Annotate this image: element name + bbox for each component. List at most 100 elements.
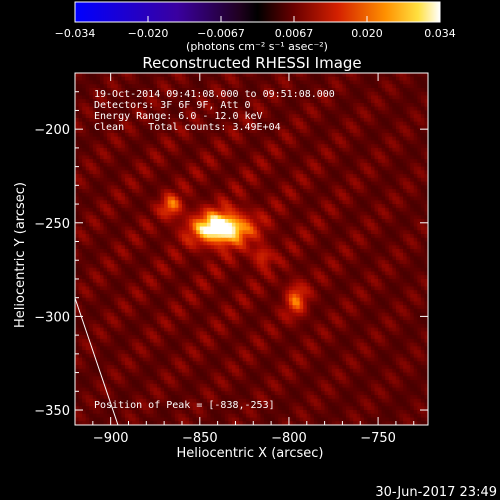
heatmap-cell bbox=[328, 125, 333, 130]
heatmap-cell bbox=[335, 256, 340, 261]
heatmap-cell bbox=[331, 155, 336, 160]
heatmap-cell bbox=[310, 136, 315, 141]
heatmap-cell bbox=[328, 136, 333, 141]
heatmap-cell bbox=[381, 117, 386, 123]
heatmap-cell bbox=[135, 125, 140, 130]
heatmap-cell bbox=[214, 144, 219, 149]
heatmap-cell bbox=[335, 95, 340, 100]
heatmap-cell bbox=[153, 84, 158, 89]
heatmap-cell bbox=[349, 155, 354, 160]
heatmap-cell bbox=[292, 189, 297, 194]
heatmap-cell bbox=[181, 219, 187, 224]
heatmap-cell bbox=[420, 241, 426, 246]
heatmap-cell bbox=[370, 114, 376, 119]
heatmap-cell bbox=[274, 174, 279, 179]
heatmap-cell bbox=[189, 132, 194, 138]
heatmap-cell bbox=[395, 174, 401, 179]
heatmap-cell bbox=[160, 222, 165, 228]
heatmap-cell bbox=[363, 234, 368, 239]
heatmap-cell bbox=[224, 132, 229, 138]
heatmap-cell bbox=[303, 84, 308, 89]
heatmap-cell bbox=[92, 192, 97, 198]
heatmap-cell bbox=[335, 174, 340, 179]
heatmap-cell bbox=[403, 189, 408, 194]
heatmap-cell bbox=[221, 106, 226, 112]
heatmap-cell bbox=[303, 237, 308, 243]
heatmap-cell bbox=[89, 136, 94, 141]
heatmap-cell bbox=[117, 80, 122, 85]
heatmap-cell bbox=[374, 222, 379, 228]
heatmap-cell bbox=[114, 155, 119, 160]
heatmap-cell bbox=[181, 132, 187, 138]
heatmap-cell bbox=[296, 84, 301, 89]
heatmap-cell bbox=[417, 234, 422, 239]
heatmap-cell bbox=[210, 84, 215, 89]
heatmap-cell bbox=[306, 162, 311, 168]
heatmap-cell bbox=[203, 159, 208, 164]
heatmap-cell bbox=[288, 121, 294, 127]
heatmap-cell bbox=[214, 204, 219, 209]
heatmap-cell bbox=[75, 249, 80, 254]
heatmap-cell bbox=[388, 106, 393, 112]
heatmap-cell bbox=[224, 237, 229, 243]
heatmap-cell bbox=[413, 234, 418, 239]
heatmap-cell bbox=[114, 170, 119, 175]
heatmap-cell bbox=[335, 207, 340, 213]
heatmap-cell bbox=[392, 114, 397, 119]
heatmap-cell bbox=[192, 192, 197, 198]
heatmap-cell bbox=[128, 237, 133, 243]
heatmap-cell bbox=[420, 129, 426, 134]
heatmap-cell bbox=[313, 117, 319, 123]
heatmap-cell bbox=[278, 110, 283, 115]
heatmap-cell bbox=[82, 117, 87, 123]
heatmap-cell bbox=[192, 222, 197, 228]
heatmap-cell bbox=[214, 252, 219, 258]
heatmap-cell bbox=[321, 230, 326, 235]
heatmap-cell bbox=[306, 211, 311, 216]
heatmap-cell bbox=[189, 204, 194, 209]
heatmap-cell bbox=[271, 189, 276, 194]
heatmap-cell bbox=[235, 252, 240, 258]
heatmap-cell bbox=[99, 151, 105, 156]
heatmap-cell bbox=[335, 87, 340, 93]
heatmap-cell bbox=[363, 237, 368, 243]
heatmap-cell bbox=[217, 147, 222, 153]
heatmap-cell bbox=[317, 147, 322, 153]
heatmap-cell bbox=[353, 207, 358, 213]
heatmap-cell bbox=[171, 151, 176, 156]
heatmap-cell bbox=[85, 125, 90, 130]
heatmap-cell bbox=[263, 121, 269, 127]
heatmap-cell bbox=[224, 162, 229, 168]
heatmap-cell bbox=[420, 215, 426, 220]
heatmap-cell bbox=[132, 219, 137, 224]
heatmap-cell bbox=[392, 185, 397, 190]
heatmap-cell bbox=[406, 204, 411, 209]
heatmap-cell bbox=[413, 132, 418, 138]
heatmap-cell bbox=[424, 84, 428, 89]
heatmap-cell bbox=[107, 147, 112, 153]
heatmap-cell bbox=[210, 215, 215, 220]
heatmap-cell bbox=[267, 162, 272, 168]
heatmap-cell bbox=[331, 80, 336, 85]
heatmap-cell bbox=[85, 136, 90, 141]
heatmap-cell bbox=[424, 151, 428, 156]
heatmap-cell bbox=[214, 237, 219, 243]
heatmap-cell bbox=[256, 222, 262, 228]
heatmap-cell bbox=[132, 192, 137, 198]
heatmap-cell bbox=[139, 95, 144, 100]
heatmap-cell bbox=[228, 196, 233, 201]
heatmap-cell bbox=[345, 177, 351, 183]
heatmap-cell bbox=[181, 252, 187, 258]
heatmap-cell bbox=[235, 200, 240, 205]
heatmap-cell bbox=[235, 114, 240, 119]
heatmap-cell bbox=[303, 166, 308, 171]
heatmap-cell bbox=[331, 117, 336, 123]
heatmap-cell bbox=[189, 219, 194, 224]
heatmap-cell bbox=[278, 204, 283, 209]
heatmap-cell bbox=[370, 129, 376, 134]
heatmap-cell bbox=[214, 99, 219, 104]
heatmap-cell bbox=[178, 174, 183, 179]
heatmap-cell bbox=[278, 200, 283, 205]
heatmap-cell bbox=[363, 136, 368, 141]
heatmap-cell bbox=[192, 147, 197, 153]
